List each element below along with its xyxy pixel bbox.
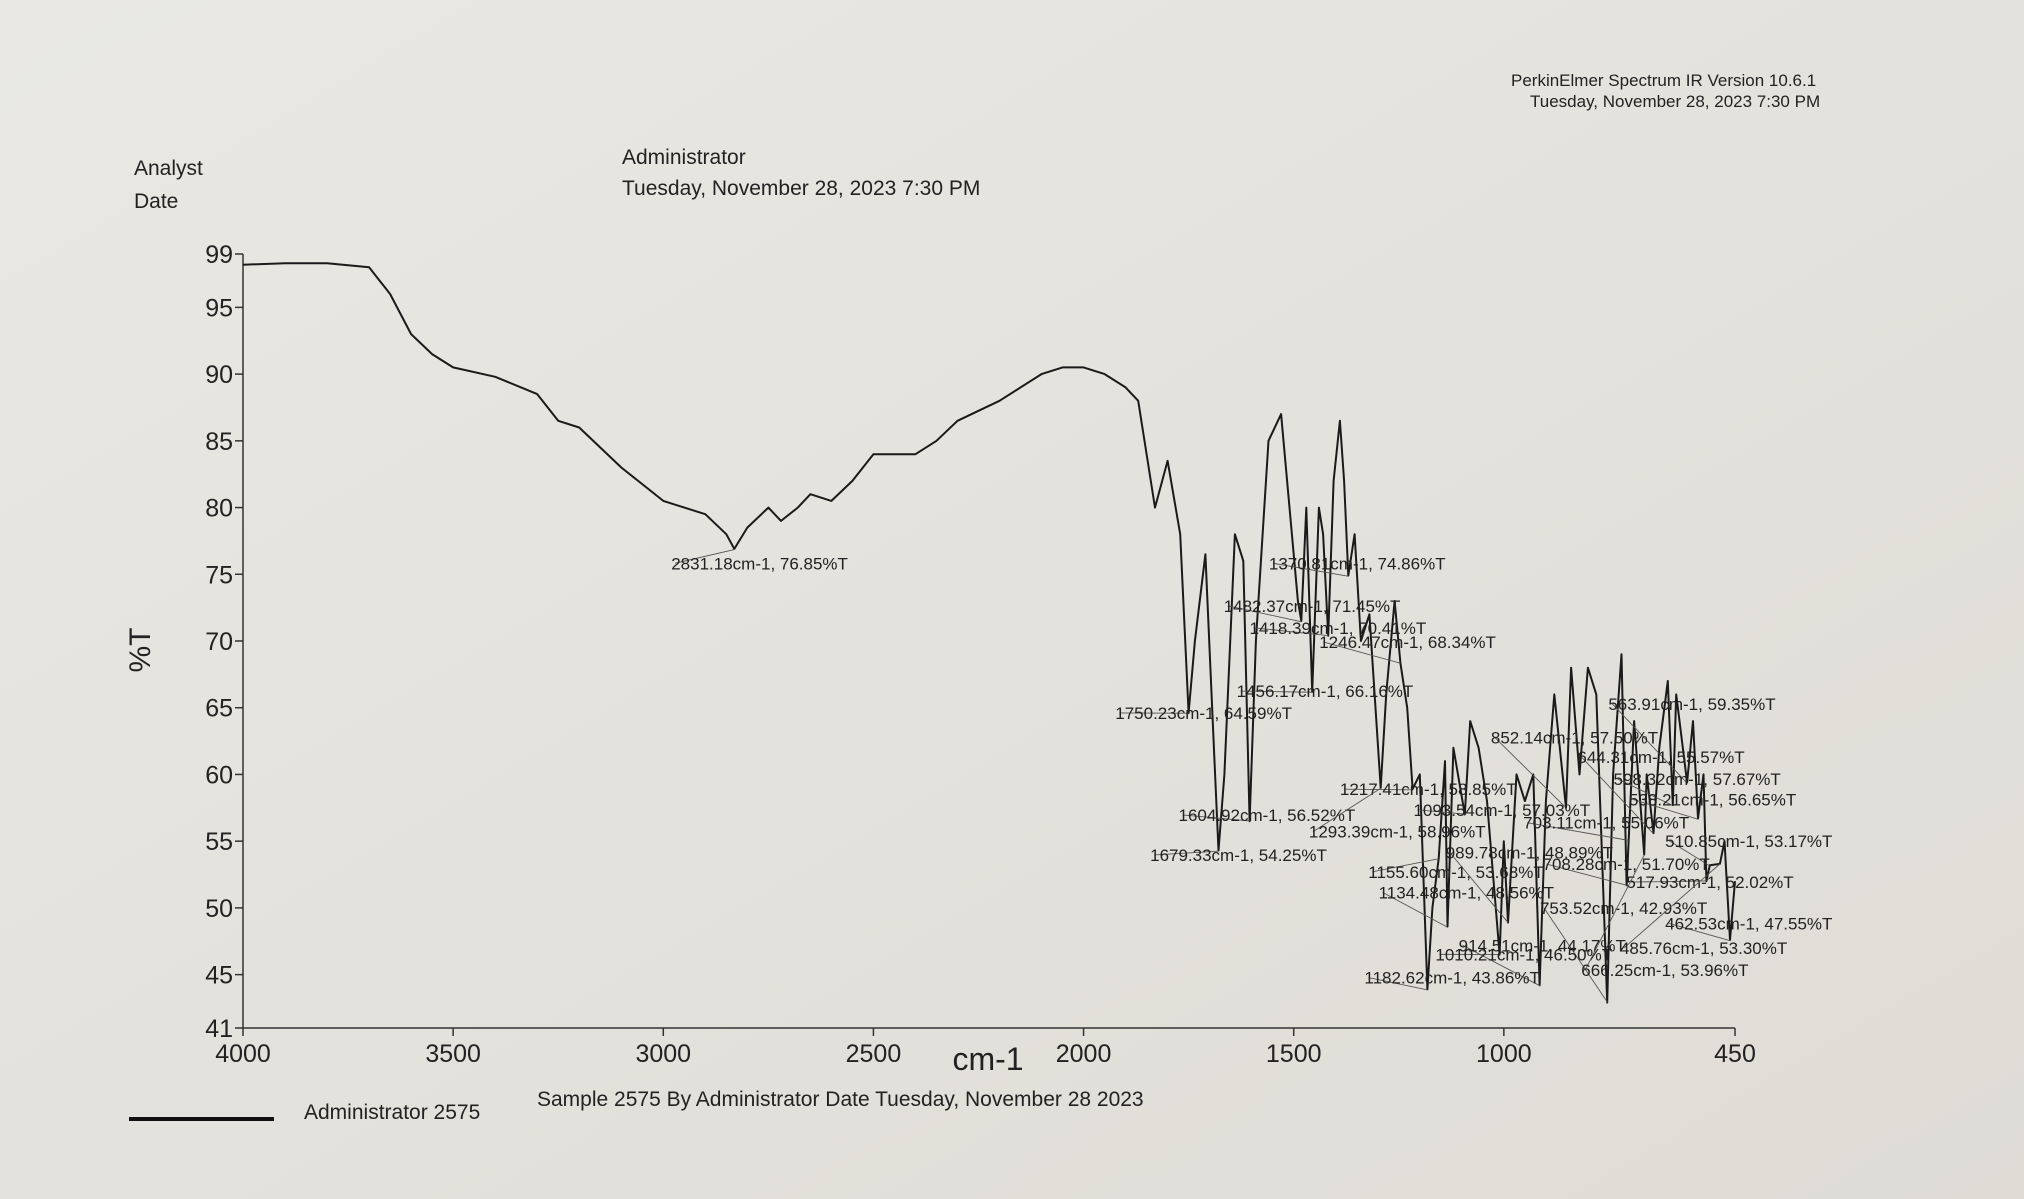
peak-leader	[1240, 690, 1313, 693]
peak-label: 598.32cm-1, 57.67%T	[1614, 770, 1781, 789]
y-tick-label: 80	[205, 495, 233, 523]
peak-leader	[1630, 880, 1707, 883]
peak-label: 517.93cm-1, 52.02%T	[1626, 873, 1793, 892]
y-tick-label: 41	[205, 1015, 233, 1043]
peak-leader	[1382, 892, 1448, 928]
peak-leader	[1632, 799, 1699, 820]
software-version: PerkinElmer Spectrum IR Version 10.6.1	[1511, 71, 1816, 90]
x-tick-label: 1000	[1476, 1040, 1532, 1068]
y-tick-label: 95	[205, 294, 233, 322]
peak-label: 852.14cm-1, 57.50%T	[1491, 729, 1658, 748]
peak-label: 708.28cm-1, 51.70%T	[1543, 855, 1710, 874]
peak-leader	[1449, 852, 1509, 923]
print-date: Tuesday, November 28, 2023 7:30 PM	[1530, 92, 1820, 111]
peak-leader	[1581, 756, 1654, 834]
x-axis-label: cm-1	[952, 1041, 1023, 1077]
peak-label: 538.21cm-1, 56.65%T	[1629, 790, 1796, 809]
x-tick-label: 450	[1714, 1040, 1756, 1068]
peak-leader	[1612, 703, 1688, 784]
analyst-label: Analyst	[134, 157, 203, 180]
peak-label: 1750.23cm-1, 64.59%T	[1115, 704, 1292, 723]
legend-label: Administrator 2575	[304, 1101, 480, 1124]
peak-label: 1604.92cm-1, 56.52%T	[1179, 806, 1356, 825]
peak-label: 1679.33cm-1, 54.25%T	[1150, 846, 1327, 865]
peak-label: 1134.48cm-1, 48.56%T	[1379, 883, 1554, 902]
x-tick-label: 4000	[215, 1040, 271, 1068]
peak-label: 1155.60cm-1, 53.68%T	[1368, 863, 1543, 882]
peak-leader	[1272, 562, 1349, 577]
date-value: Tuesday, November 28, 2023 7:30 PM	[622, 177, 980, 200]
peak-label: 485.76cm-1, 53.30%T	[1620, 939, 1787, 958]
peak-label: 1482.37cm-1, 71.45%T	[1224, 597, 1401, 616]
y-tick-label: 85	[205, 428, 233, 456]
peak-label: 666.25cm-1, 53.96%T	[1581, 961, 1748, 980]
peak-leader	[1584, 854, 1645, 971]
peak-label: 510.85cm-1, 53.17%T	[1665, 832, 1832, 851]
peak-label: 644.31cm-1, 55.57%T	[1577, 748, 1744, 767]
peak-leader	[1669, 922, 1730, 942]
legend-note: Sample 2575 By Administrator Date Tuesda…	[537, 1088, 1144, 1111]
peak-leader	[1617, 778, 1673, 806]
peak-leader	[1527, 822, 1629, 841]
peak-leader	[1227, 605, 1302, 623]
spectrum-line	[242, 262, 1736, 1004]
peak-label: 703.11cm-1, 55.06%T	[1523, 814, 1689, 833]
peak-leader	[1623, 863, 1721, 949]
peak-leader	[1543, 907, 1608, 1003]
peak-leader	[1668, 840, 1710, 866]
peak-label: 462.53cm-1, 47.55%T	[1665, 914, 1832, 933]
analyst-value: Administrator	[622, 146, 746, 169]
peak-leader	[1462, 944, 1540, 987]
y-tick-label: 45	[205, 962, 233, 990]
peak-leader	[1323, 641, 1401, 664]
y-tick-label: 70	[205, 628, 233, 656]
x-tick-label: 2000	[1056, 1040, 1112, 1068]
y-tick-label: 60	[205, 761, 233, 789]
x-tick-label: 3000	[635, 1040, 691, 1068]
peak-label: 1182.62cm-1, 43.86%T	[1364, 969, 1539, 988]
peak-label: 1456.17cm-1, 66.16%T	[1237, 682, 1414, 701]
x-tick-label: 3500	[425, 1040, 481, 1068]
peak-label: 1418.39cm-1, 70.41%T	[1250, 619, 1427, 638]
peak-leader	[1546, 863, 1627, 886]
peak-leader	[1372, 858, 1439, 873]
peak-label: 989.78cm-1, 48.89%T	[1446, 843, 1613, 862]
peak-label: 563.91cm-1, 59.35%T	[1608, 695, 1775, 714]
peak-label: 1093.54cm-1, 57.03%T	[1413, 801, 1590, 820]
peak-leader	[1312, 787, 1381, 833]
y-tick-label: 75	[205, 561, 233, 589]
y-tick-label: 50	[205, 895, 233, 923]
peak-leader	[1368, 977, 1428, 991]
peak-leader	[1253, 627, 1329, 636]
y-tick-label: 55	[205, 828, 233, 856]
peak-label: 1246.47cm-1, 68.34%T	[1319, 633, 1496, 652]
peak-label: 1010.21cm-1, 46.50%T	[1435, 945, 1612, 964]
x-tick-label: 2500	[846, 1040, 902, 1068]
peak-leader	[675, 549, 735, 564]
y-tick-label: 90	[205, 361, 233, 389]
peak-leader	[1494, 737, 1567, 809]
peak-label: 753.52cm-1, 42.93%T	[1540, 899, 1707, 918]
x-tick-label: 1500	[1266, 1040, 1322, 1068]
y-tick-label: 99	[205, 241, 233, 269]
peak-leader	[1417, 809, 1465, 815]
y-axis-label: %T	[124, 628, 157, 673]
date-label: Date	[134, 190, 178, 213]
peak-leader	[1182, 814, 1250, 822]
peak-label: 1293.39cm-1, 58.96%T	[1309, 823, 1486, 842]
peak-label: 1370.81cm-1, 74.86%T	[1269, 554, 1446, 573]
peak-label: 2831.18cm-1, 76.85%T	[671, 554, 848, 573]
peak-leader	[1154, 850, 1219, 856]
peak-label: 914.51cm-1, 44.17%T	[1459, 936, 1626, 955]
peak-label: 1217.41cm-1, 58.85%T	[1340, 780, 1517, 799]
y-tick-label: 65	[205, 695, 233, 723]
